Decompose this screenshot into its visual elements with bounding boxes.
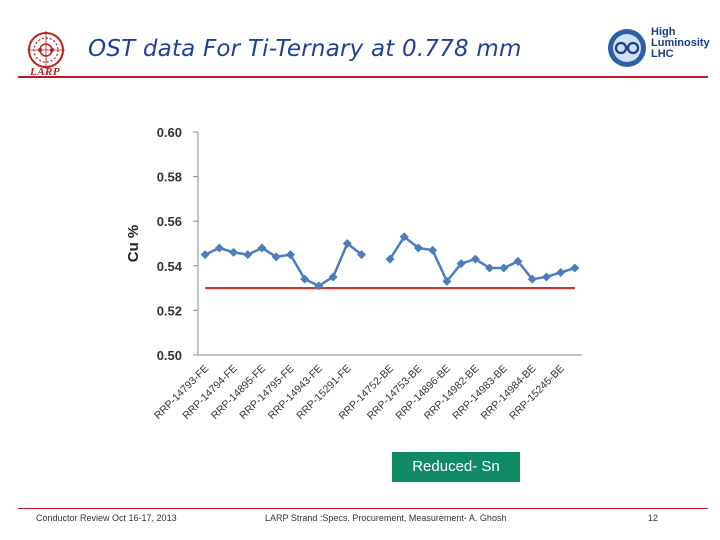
y-tick-label-5: 0.60 (157, 125, 182, 140)
title-divider (18, 76, 708, 78)
data-point-0 (200, 250, 210, 260)
hl-lhc-logo-text: High Luminosity LHC (651, 27, 710, 60)
data-point-14 (399, 232, 409, 242)
data-point-25 (556, 267, 566, 277)
data-point-6 (285, 250, 295, 260)
data-point-10 (342, 239, 352, 248)
data-point-20 (485, 263, 495, 273)
data-point-2 (229, 247, 239, 257)
larp-logo-text: LARP (30, 66, 61, 78)
data-point-8 (314, 281, 324, 291)
data-point-3 (243, 250, 253, 260)
data-point-22 (513, 256, 523, 266)
y-tick-label-1: 0.52 (157, 303, 182, 318)
hl-lhc-logo-icon (608, 29, 646, 67)
data-point-11 (357, 250, 367, 260)
y-axis-label: Cu % (125, 225, 142, 263)
y-tick-label-3: 0.56 (157, 214, 182, 229)
data-point-4 (257, 243, 267, 253)
data-point-17 (442, 276, 452, 286)
data-point-7 (300, 274, 310, 284)
page-number: 12 (648, 513, 659, 523)
data-point-24 (541, 272, 551, 282)
slide-title: OST data For Ti-Ternary at 0.778 mm (88, 36, 522, 62)
y-tick-label-2: 0.54 (157, 259, 183, 274)
data-point-23 (527, 274, 537, 284)
data-point-16 (428, 245, 438, 255)
data-point-1 (214, 243, 224, 253)
y-tick-label-0: 0.50 (157, 348, 182, 363)
series-line-segment-0 (204, 241, 363, 288)
data-point-9 (328, 272, 338, 282)
footer-left: Conductor Review Oct 16-17, 2013 (36, 513, 177, 523)
hl-logo-line-3: LHC (651, 48, 674, 60)
y-tick-label-4: 0.58 (157, 170, 182, 185)
larp-logo-icon (27, 31, 65, 69)
hl-logo-line-1: High (651, 26, 676, 38)
data-point-5 (271, 252, 281, 262)
data-point-21 (499, 263, 509, 273)
hl-logo-line-2: Luminosity (651, 37, 710, 49)
reduced-sn-label: Reduced- Sn (392, 452, 520, 482)
data-point-26 (570, 263, 580, 273)
data-point-15 (413, 243, 423, 253)
footer-divider (18, 508, 708, 509)
footer-center: LARP Strand :Specs. Procurement, Measure… (265, 513, 507, 523)
data-point-18 (456, 259, 466, 269)
